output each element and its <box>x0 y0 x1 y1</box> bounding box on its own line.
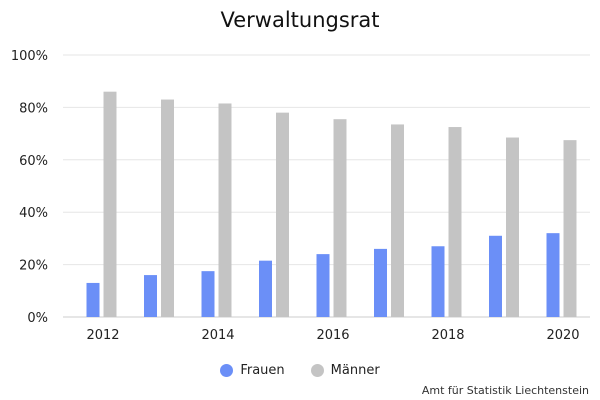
bar-frauen-2016[interactable] <box>316 254 330 317</box>
bar-mnner-2016[interactable] <box>333 119 347 317</box>
bar-frauen-2017[interactable] <box>374 248 387 317</box>
legend-swatch-maenner <box>310 364 324 377</box>
bar-frauen-2018[interactable] <box>431 246 445 317</box>
y-tick-label: 40% <box>19 206 48 221</box>
legend-item-maenner[interactable]: Männer <box>310 363 380 378</box>
y-tick-label: 60% <box>19 154 48 169</box>
bar-mnner-2015[interactable] <box>276 112 289 317</box>
bar-mnner-2020[interactable] <box>563 140 577 317</box>
bar-frauen-2015[interactable] <box>259 260 272 317</box>
legend-item-frauen[interactable]: Frauen <box>220 363 285 378</box>
y-tick-label: 20% <box>19 259 48 274</box>
x-tick-label: 2020 <box>546 328 579 343</box>
bar-mnner-2013[interactable] <box>161 99 174 317</box>
bar-mnner-2017[interactable] <box>391 124 404 318</box>
legend-swatch-frauen <box>220 364 234 377</box>
bar-frauen-2019[interactable] <box>489 235 502 317</box>
y-tick-label: 0% <box>27 311 48 326</box>
bar-frauen-2014[interactable] <box>201 271 215 317</box>
chart-title: Verwaltungsrat <box>220 8 380 32</box>
bar-mnner-2018[interactable] <box>448 127 462 317</box>
legend: Frauen Männer <box>0 363 600 378</box>
x-tick-label: 2014 <box>201 328 234 343</box>
legend-label-frauen: Frauen <box>240 363 285 378</box>
y-tick-label: 100% <box>11 49 48 64</box>
x-tick-label: 2012 <box>86 328 119 343</box>
x-tick-label: 2018 <box>431 328 464 343</box>
legend-label-maenner: Männer <box>330 363 380 378</box>
bar-mnner-2012[interactable] <box>103 91 117 318</box>
bar-frauen-2012[interactable] <box>86 282 100 317</box>
bar-frauen-2020[interactable] <box>546 233 560 317</box>
x-tick-label: 2016 <box>316 328 349 343</box>
y-tick-label: 80% <box>19 101 48 116</box>
bar-mnner-2019[interactable] <box>506 137 519 317</box>
bar-frauen-2013[interactable] <box>144 275 157 317</box>
bar-mnner-2014[interactable] <box>218 103 232 317</box>
source-credit: Amt für Statistik Liechtenstein <box>421 384 589 397</box>
